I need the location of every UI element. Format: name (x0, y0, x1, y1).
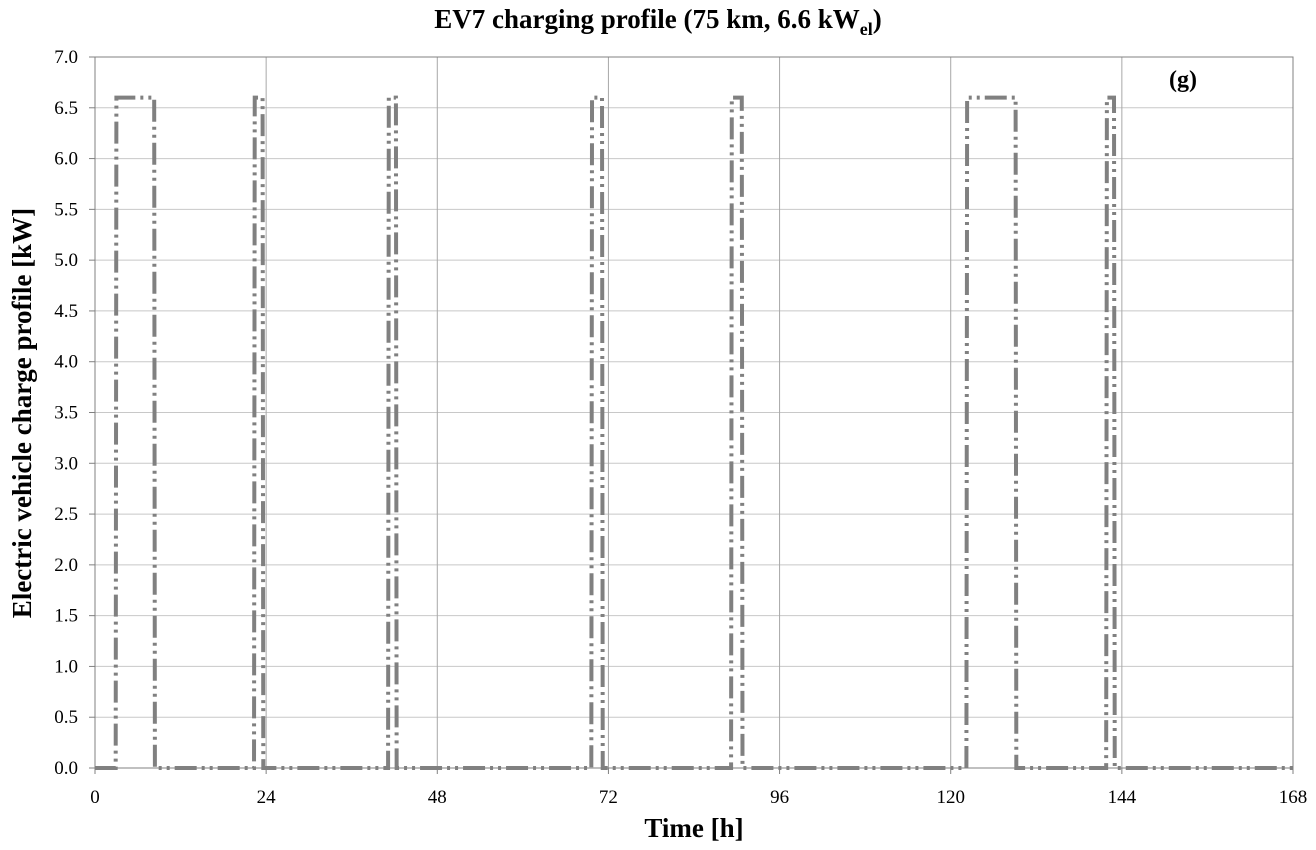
y-tick-label: 0.0 (54, 758, 78, 779)
x-tick-label: 120 (936, 787, 965, 808)
y-axis-title: Electric vehicle charge profile [kW] (7, 208, 37, 618)
x-tick-label: 144 (1108, 787, 1137, 808)
plot-area-border (94, 56, 1294, 769)
y-tick-label: 3.0 (54, 453, 78, 474)
y-tick-label: 4.0 (54, 352, 78, 373)
y-tick-label: 0.5 (54, 707, 78, 728)
chart-title-suffix: ) (873, 4, 882, 34)
y-tick-label: 1.5 (54, 606, 78, 627)
panel-label-box (1150, 58, 1220, 103)
y-tick-label: 7.0 (54, 47, 78, 68)
tick-labels: 0.0 0.5 1.0 1.5 2.0 2.5 3.0 3.5 4.0 4.5 5.0 5.5 6.0 6… (54, 47, 1307, 808)
panel-label: (g) (1169, 67, 1197, 93)
x-axis-title: Time [h] (644, 813, 743, 843)
x-tick-label: 48 (428, 787, 447, 808)
y-tick-label: 5.5 (54, 199, 78, 220)
y-tick-label: 1.0 (54, 656, 78, 677)
series-line (95, 95, 1293, 770)
x-tick-label: 24 (257, 787, 277, 808)
y-tick-label: 2.0 (54, 555, 78, 576)
y-tick-label: 2.5 (54, 504, 78, 525)
chart-title-subscript: el (860, 19, 873, 39)
x-tick-label: 96 (770, 787, 789, 808)
chart-title: EV7 charging profile (75 km, 6.6 kWel) (434, 4, 882, 39)
series-layer (94, 95, 1294, 770)
y-tick-label: 4.5 (54, 301, 78, 322)
gridlines (89, 56, 1294, 774)
y-tick-label: 6.5 (54, 98, 78, 119)
y-tick-label: 6.0 (54, 149, 78, 170)
x-tick-label: 168 (1279, 787, 1308, 808)
x-tick-label: 0 (90, 787, 100, 808)
y-tick-label: 5.0 (54, 250, 78, 271)
y-tick-label: 3.5 (54, 403, 78, 424)
x-tick-label: 72 (599, 787, 618, 808)
